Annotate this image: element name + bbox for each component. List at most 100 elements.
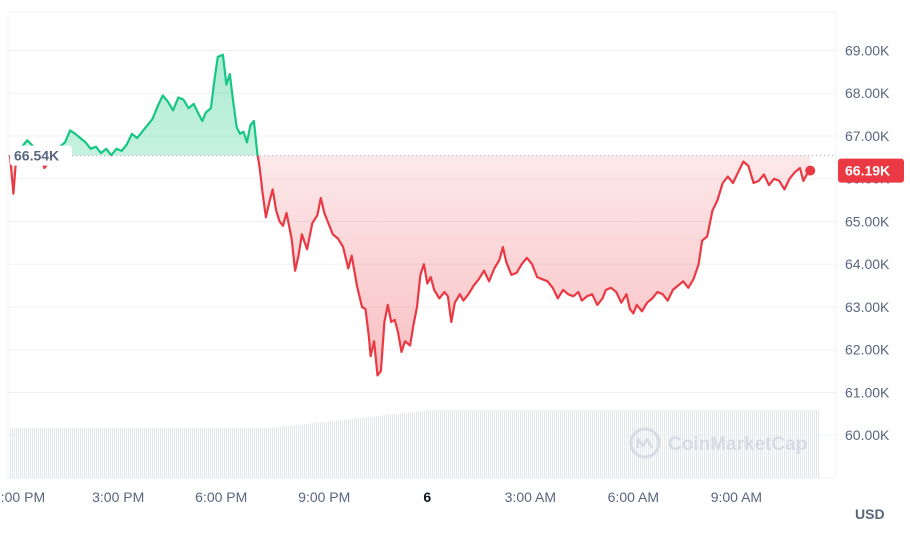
volume-bar — [748, 410, 749, 478]
volume-bar — [568, 410, 569, 478]
volume-bar — [152, 428, 153, 478]
volume-bar — [320, 422, 321, 478]
volume-bar — [18, 428, 19, 478]
volume-bar — [282, 426, 283, 478]
volume-bar — [610, 410, 611, 478]
volume-bar — [750, 410, 751, 478]
volume-bar — [482, 410, 483, 478]
volume-bar — [46, 428, 47, 478]
volume-bar — [794, 410, 795, 478]
volume-bar — [528, 410, 529, 478]
volume-bar — [84, 428, 85, 478]
volume-bar — [352, 418, 353, 478]
volume-bar — [614, 410, 615, 478]
volume-bar — [14, 428, 15, 478]
volume-bar — [618, 410, 619, 478]
volume-bar — [276, 427, 277, 478]
volume-bar — [702, 410, 703, 478]
volume-bar — [324, 421, 325, 478]
volume-bar — [342, 419, 343, 478]
volume-bar — [572, 410, 573, 478]
volume-bar — [654, 410, 655, 478]
current-price-dot[interactable] — [805, 165, 816, 176]
volume-bar — [662, 410, 663, 478]
volume-bar — [54, 428, 55, 478]
volume-bar — [388, 414, 389, 478]
volume-bar — [308, 423, 309, 478]
volume-bar — [278, 427, 279, 478]
volume-bar — [226, 428, 227, 478]
volume-bar — [720, 410, 721, 478]
x-tick-label: 9:00 AM — [711, 489, 762, 505]
volume-bar — [300, 424, 301, 478]
y-axis: 60.00K61.00K62.00K63.00K64.00K65.00K66.0… — [845, 42, 890, 443]
price-line-up — [8, 53, 259, 156]
volume-bar — [418, 411, 419, 478]
volume-bar — [254, 428, 255, 478]
volume-bar — [716, 410, 717, 478]
volume-bar — [396, 413, 397, 478]
volume-bar — [52, 428, 53, 478]
volume-bar — [354, 418, 355, 478]
volume-bar — [244, 428, 245, 478]
volume-bar — [364, 417, 365, 478]
x-tick-label: 6:00 PM — [195, 489, 247, 505]
volume-bar — [292, 425, 293, 478]
volume-bar — [514, 410, 515, 478]
volume-bar — [272, 427, 273, 478]
volume-bar — [194, 428, 195, 478]
volume-bar — [422, 411, 423, 478]
volume-bar — [146, 428, 147, 478]
volume-bar — [232, 428, 233, 478]
volume-bar — [602, 410, 603, 478]
volume-bar — [698, 410, 699, 478]
volume-bar — [200, 428, 201, 478]
volume-bar — [772, 410, 773, 478]
volume-bar — [410, 412, 411, 478]
volume-bar — [718, 410, 719, 478]
volume-bar — [670, 410, 671, 478]
volume-bar — [590, 410, 591, 478]
volume-bar — [740, 410, 741, 478]
volume-bar — [538, 410, 539, 478]
volume-bar — [190, 428, 191, 478]
volume-bar — [176, 428, 177, 478]
volume-bar — [688, 410, 689, 478]
volume-bar — [682, 410, 683, 478]
volume-bar — [386, 415, 387, 478]
volume-bar — [20, 428, 21, 478]
volume-bar — [122, 428, 123, 478]
volume-bar — [544, 410, 545, 478]
volume-bar — [304, 424, 305, 478]
volume-bar — [792, 410, 793, 478]
y-tick-label: 69.00K — [845, 42, 890, 58]
volume-bar — [744, 410, 745, 478]
volume-bar — [584, 410, 585, 478]
volume-bar — [464, 410, 465, 478]
volume-bar — [128, 428, 129, 478]
volume-bar — [778, 410, 779, 478]
volume-bar — [204, 428, 205, 478]
volume-bar — [216, 428, 217, 478]
volume-bar — [110, 428, 111, 478]
volume-bar — [298, 424, 299, 478]
volume-bar — [82, 428, 83, 478]
volume-bar — [340, 420, 341, 478]
volume-bar — [600, 410, 601, 478]
volume-bar — [12, 428, 13, 478]
volume-bar — [108, 428, 109, 478]
volume-bar — [258, 428, 259, 478]
volume-bar — [294, 425, 295, 478]
volume-bar — [182, 428, 183, 478]
volume-bar — [44, 428, 45, 478]
volume-bar — [462, 410, 463, 478]
volume-bar — [582, 410, 583, 478]
volume-bar — [80, 428, 81, 478]
volume-bar — [552, 410, 553, 478]
volume-bar — [24, 428, 25, 478]
volume-bar — [660, 410, 661, 478]
volume-bar — [440, 410, 441, 478]
volume-bar — [392, 414, 393, 478]
volume-bar — [228, 428, 229, 478]
